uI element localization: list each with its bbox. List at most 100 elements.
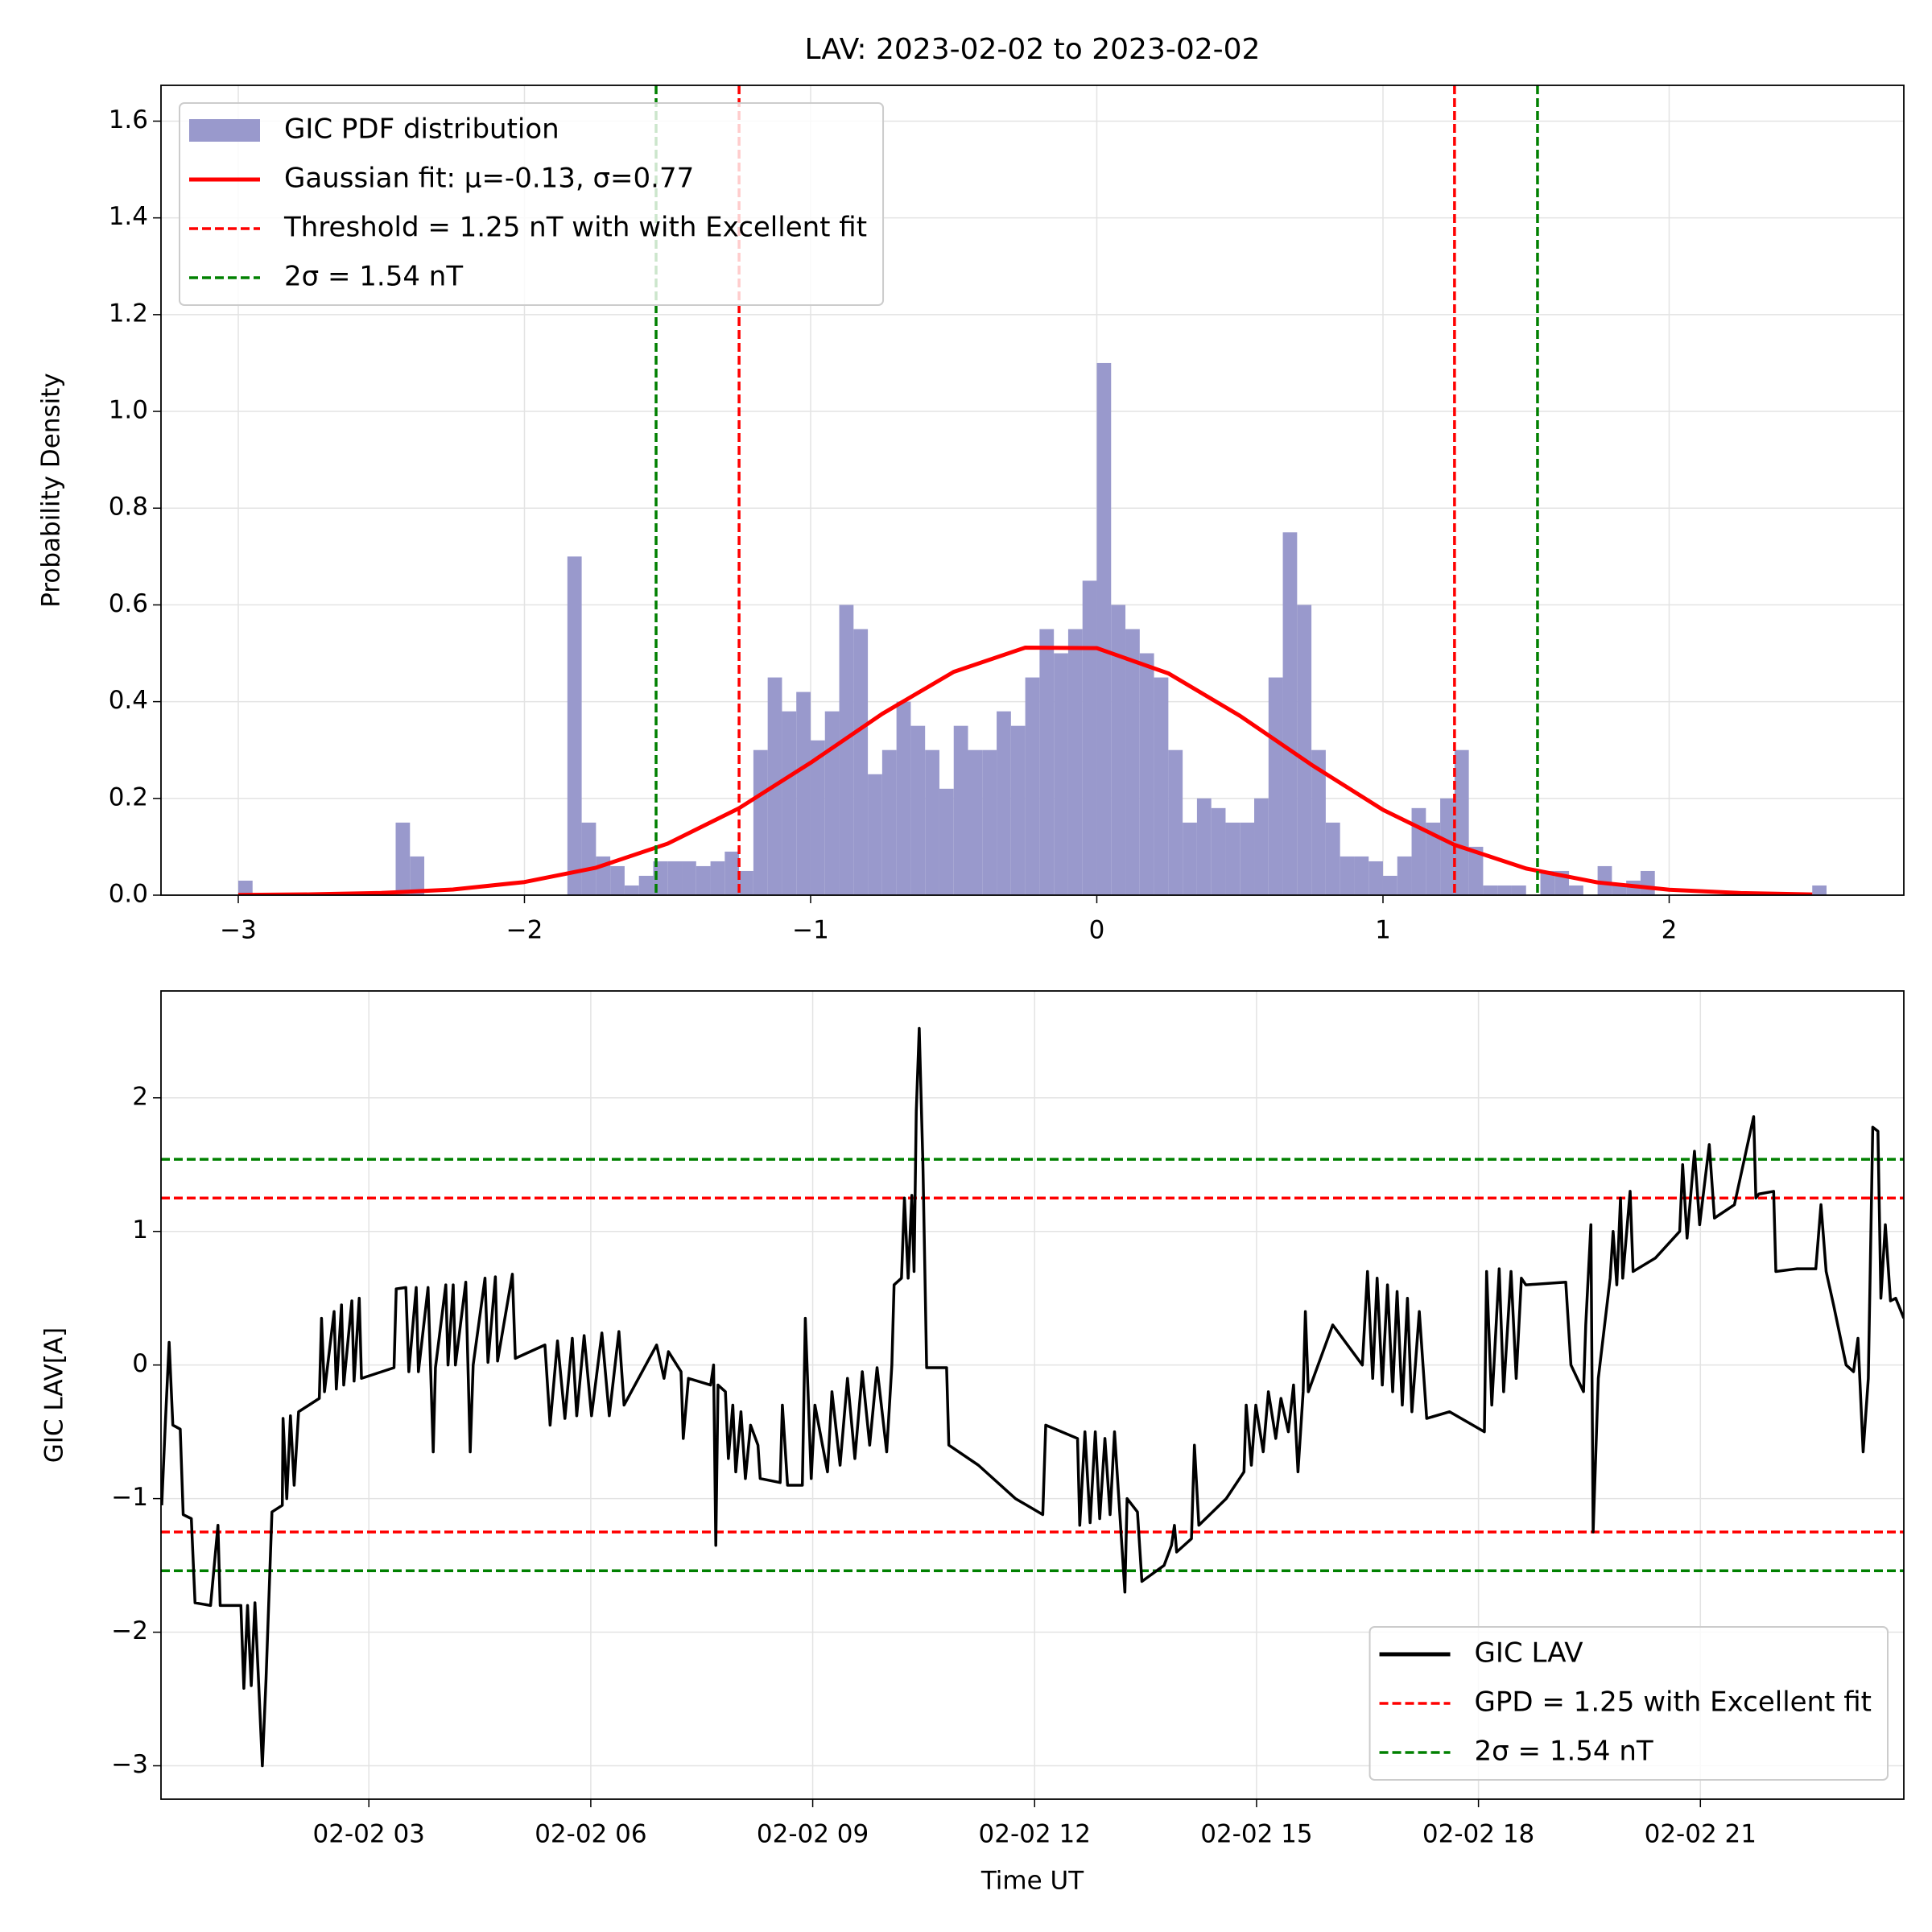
histogram-bar xyxy=(953,725,968,895)
histogram-bar xyxy=(1225,822,1241,895)
histogram-bar xyxy=(395,822,411,895)
histogram-bar xyxy=(839,605,854,895)
series-line xyxy=(161,1026,1904,1768)
panel: 02-02 03 02-02 06 02-02 09 02-02 12 02-02 15… xyxy=(40,990,1905,1896)
histogram-bar xyxy=(853,629,869,895)
histogram-bar xyxy=(1268,677,1283,895)
histogram-bar xyxy=(1612,885,1627,895)
histogram-bar xyxy=(881,749,897,895)
y-tick-label: −2 xyxy=(111,1616,148,1645)
legend-label: GIC LAV xyxy=(1475,1637,1583,1670)
histogram-bar xyxy=(1054,653,1068,895)
y-axis-label: GIC LAV[A] xyxy=(40,1327,69,1463)
histogram-bar xyxy=(1082,580,1097,895)
legend-swatch xyxy=(189,119,260,142)
histogram-bar xyxy=(1211,807,1226,895)
histogram-bar xyxy=(1812,885,1827,895)
histogram-bar xyxy=(1183,822,1197,895)
histogram-bar xyxy=(925,749,939,895)
plot-frame xyxy=(160,990,1905,1800)
histogram-bar xyxy=(1125,629,1140,895)
histogram-bar xyxy=(997,711,1011,895)
y-tick-label: 0.6 xyxy=(109,589,148,618)
histogram-bar xyxy=(682,861,696,895)
histogram-bar xyxy=(724,851,740,895)
histogram-bar xyxy=(910,725,926,895)
series-line xyxy=(237,645,1813,895)
histogram-bar xyxy=(1597,865,1612,895)
legend-box xyxy=(179,102,885,306)
histogram-bar xyxy=(1010,725,1026,895)
plot-frame xyxy=(160,85,1905,896)
histogram-bar xyxy=(824,711,840,895)
histogram-bar xyxy=(1368,861,1383,895)
histogram-bar xyxy=(1354,856,1369,895)
y-tick-label: 0.4 xyxy=(109,686,148,715)
x-tick-label: 0 xyxy=(1089,916,1105,945)
x-tick-label: 2 xyxy=(1662,916,1678,945)
histogram-bar xyxy=(1240,822,1255,895)
x-tick-label: 02-02 15 xyxy=(1200,1820,1312,1849)
histogram-bar xyxy=(638,875,654,895)
panel: −3 −2 −1 0 1 2 0.0 0.2 0.4 0.6 0.8 1.0 1.2 1.4 1.6 LAV:… xyxy=(37,33,1905,945)
histogram-bar xyxy=(1382,875,1397,895)
histogram-bar xyxy=(1067,629,1083,895)
histogram-bar xyxy=(1325,822,1340,895)
histogram-bar xyxy=(753,749,768,895)
histogram-bar xyxy=(782,711,797,895)
y-tick-label: −3 xyxy=(111,1750,148,1779)
histogram-bar xyxy=(1511,885,1526,895)
y-axis-label: Probability Density xyxy=(37,373,66,608)
plot-area xyxy=(237,85,1827,895)
x-tick-label: −3 xyxy=(220,916,257,945)
histogram-bar xyxy=(1025,677,1040,895)
histogram-bar xyxy=(610,865,625,895)
x-axis-label: Time UT xyxy=(980,1867,1084,1896)
histogram-bar xyxy=(739,870,753,895)
legend: GIC PDF distribution Gaussian fit: μ=-0.1… xyxy=(179,102,885,306)
histogram-bar xyxy=(1196,798,1212,895)
y-tick-label: 0 xyxy=(132,1349,148,1378)
histogram-bar xyxy=(1154,677,1169,895)
histogram-bar xyxy=(1039,629,1055,895)
histogram-bar xyxy=(567,556,582,895)
histogram-bar xyxy=(1483,885,1498,895)
y-tick-label: −1 xyxy=(111,1483,148,1512)
y-tick-label: 1.0 xyxy=(109,396,148,425)
x-tick-label: −1 xyxy=(792,916,829,945)
histogram-bar xyxy=(237,880,253,895)
y-tick-label: 0.0 xyxy=(109,880,148,909)
histogram-bar xyxy=(982,749,997,895)
legend-label: Threshold = 1.25 nT with with Excellent … xyxy=(283,212,867,244)
histogram-bar xyxy=(1139,653,1154,895)
histogram-bar xyxy=(1254,798,1269,895)
histogram-bar xyxy=(1168,749,1183,895)
x-tick-label: 02-02 12 xyxy=(979,1820,1091,1849)
histogram-bar xyxy=(581,822,597,895)
histogram-bar xyxy=(1311,749,1326,895)
histogram-bar xyxy=(1440,798,1455,895)
histogram-bar xyxy=(1340,856,1355,895)
histogram-bar xyxy=(624,885,639,895)
histogram-bar xyxy=(696,865,711,895)
y-tick-label: 1.2 xyxy=(109,299,148,328)
histogram-bar xyxy=(1569,885,1583,895)
histogram-bar xyxy=(410,856,425,895)
x-tick-label: 02-02 06 xyxy=(535,1820,646,1849)
x-tick-label: 02-02 21 xyxy=(1645,1820,1757,1849)
y-tick-label: 1 xyxy=(132,1216,148,1245)
x-tick-label: 02-02 18 xyxy=(1422,1820,1534,1849)
histogram-bar xyxy=(1468,846,1484,895)
histogram-bar xyxy=(810,740,825,895)
histogram-bar xyxy=(868,774,882,895)
histogram-bar xyxy=(896,701,911,895)
legend-label: 2σ = 1.54 nT xyxy=(284,261,463,293)
histogram-bar xyxy=(1497,885,1512,895)
y-tick-label: 0.8 xyxy=(109,493,148,522)
histogram-bar xyxy=(968,749,983,895)
histogram-bar xyxy=(1111,605,1126,895)
histogram-bar xyxy=(667,861,683,895)
histogram-bar xyxy=(1640,870,1655,895)
